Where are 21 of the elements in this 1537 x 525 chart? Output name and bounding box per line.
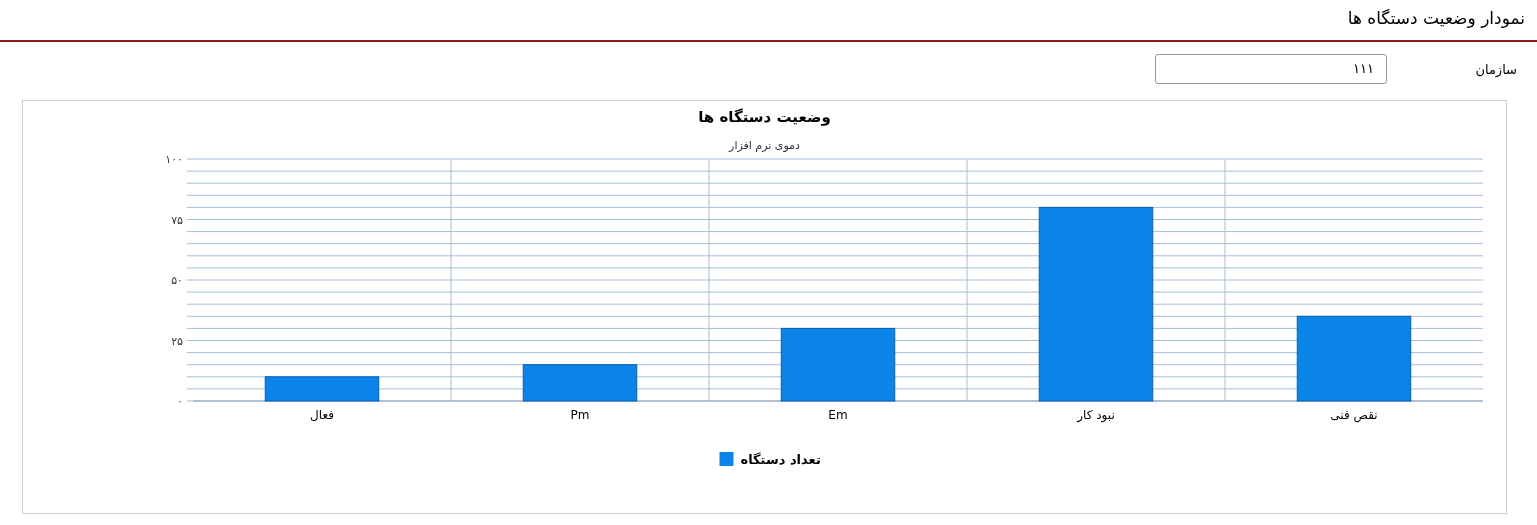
chart-title: وضعیت دستگاه ها [698,108,831,126]
bar [522,364,638,402]
chart-subtitle: دموی نرم افزار [728,139,800,152]
text: نمودار وضعیت دستگاه ها [1347,8,1525,28]
text: ۱۱۱ [1353,61,1374,76]
y-tick-label: ۰ [177,395,183,408]
text: سازمان [1475,62,1517,77]
legend-label: تعداد دستگاه [740,452,821,467]
y-tick-label: ۵۰ [171,274,183,287]
x-tick-label: Pm [570,408,590,422]
x-tick-label: Em [828,408,848,422]
y-tick-label: ۷۵ [171,213,184,227]
x-tick-label: نقص فنی [1330,408,1378,423]
y-tick-label: ۲۵ [171,334,184,348]
x-tick-label: فعال [310,408,334,422]
bar [780,327,896,402]
bar [1038,206,1154,402]
y-tick-label: ۱۰۰ [165,153,183,166]
bar [1296,315,1412,402]
bar [264,376,380,402]
x-tick-label: نبود کار [1076,408,1115,423]
